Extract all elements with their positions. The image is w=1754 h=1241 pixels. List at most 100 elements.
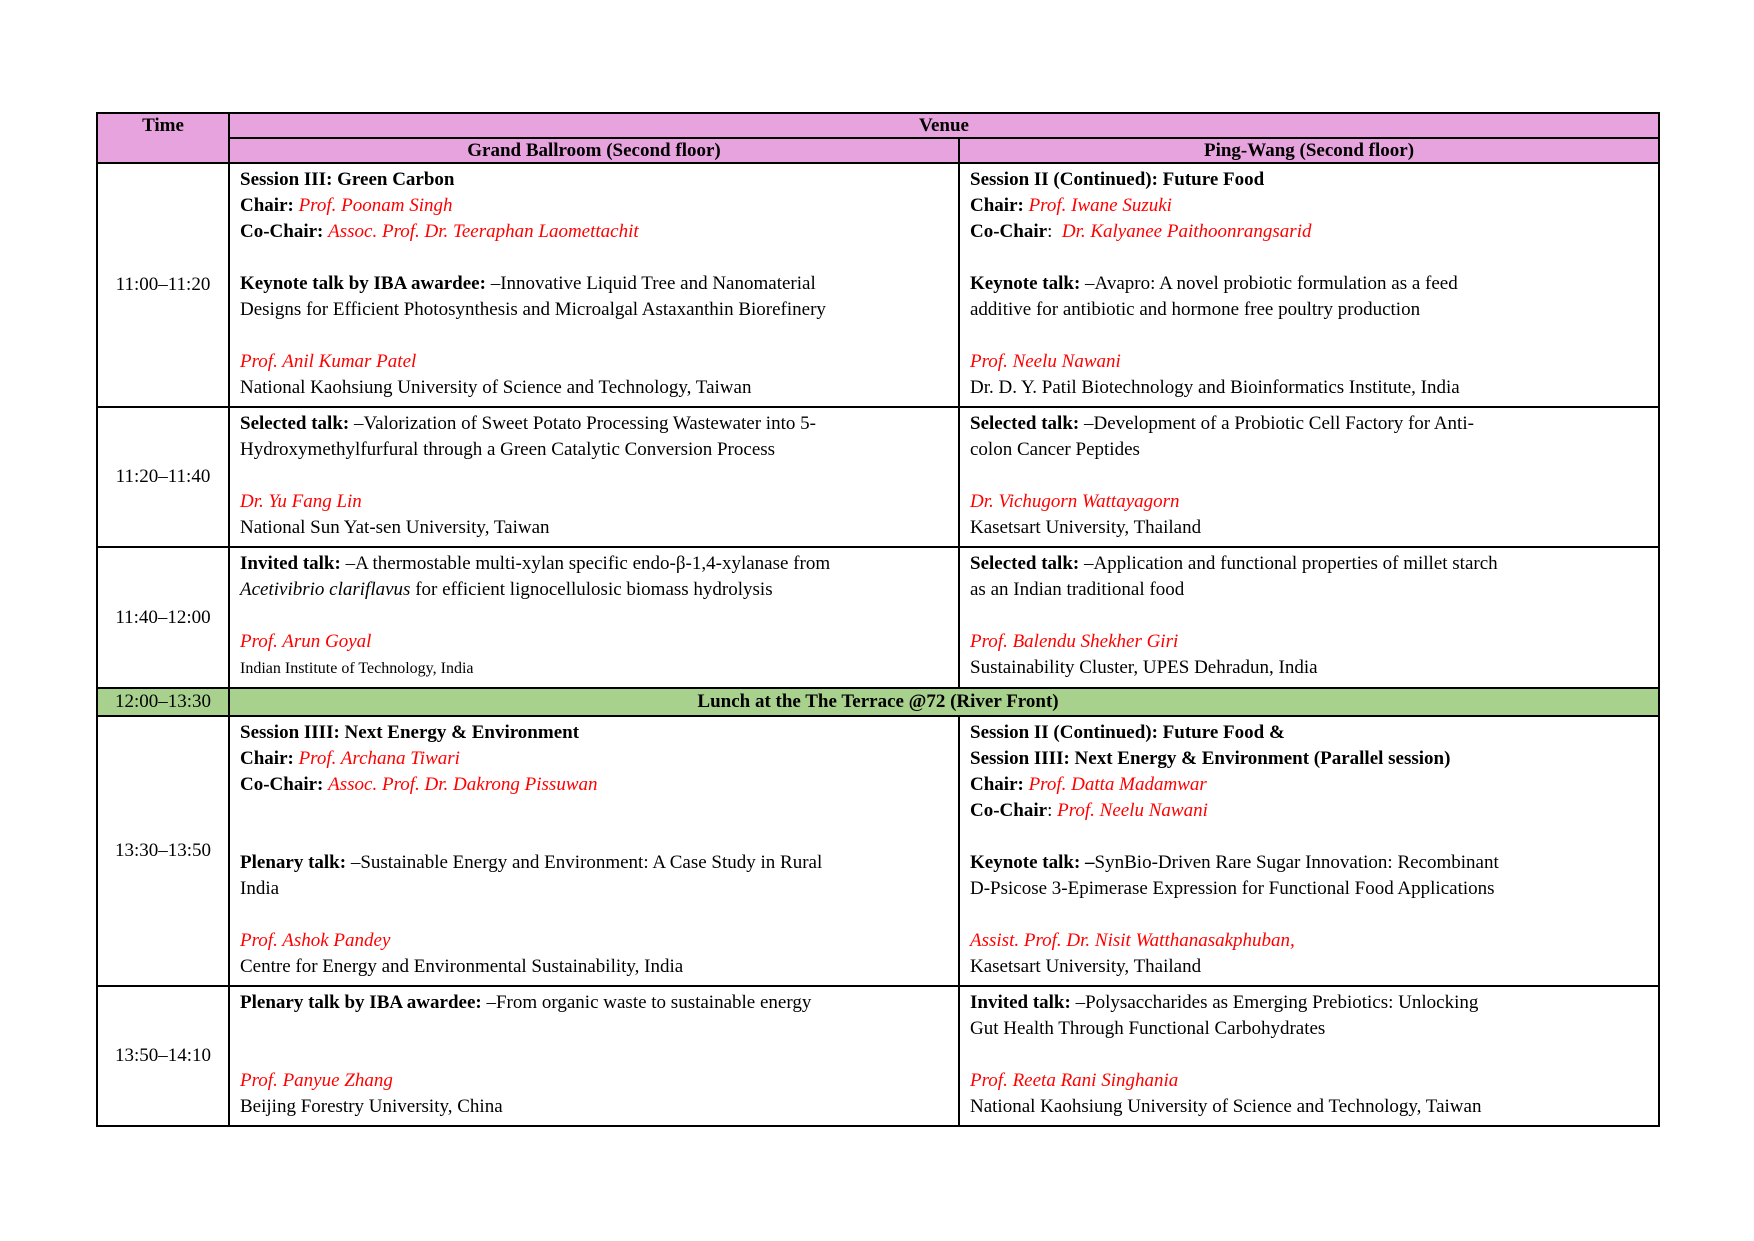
blank-line (970, 902, 1648, 928)
text-line: Plenary talk by IBA awardee: –From organ… (240, 990, 948, 1016)
regular-text: Kasetsart University, Thailand (970, 956, 1202, 977)
speaker-name-text: Assist. Prof. Dr. Nisit Watthanasakphuba… (970, 930, 1295, 951)
blank-line (970, 1042, 1648, 1068)
text-line: Co-Chair: Assoc. Prof. Dr. Teeraphan Lao… (240, 219, 948, 245)
ping-wang-cell: Selected talk: –Development of a Probiot… (957, 406, 1661, 548)
regular-text: as an Indian traditional food (970, 579, 1185, 600)
speaker-name-text: Prof. Iwane Suzuki (1028, 195, 1172, 216)
regular-text: Beijing Forestry University, China (240, 1096, 503, 1117)
regular-text: –Development of a Probiotic Cell Factory… (1083, 413, 1474, 434)
session-row: 13:50–14:10 Plenary talk by IBA awardee: … (96, 985, 1661, 1127)
conference-schedule-table: Time Venue Grand Ballroom (Second floor)… (96, 112, 1661, 1127)
text-line: Plenary talk: –Sustainable Energy and En… (240, 850, 948, 876)
text-line: Sustainability Cluster, UPES Dehradun, I… (970, 655, 1648, 681)
regular-text: National Kaohsiung University of Science… (970, 1096, 1482, 1117)
text-line: Chair: Prof. Iwane Suzuki (970, 193, 1648, 219)
blank-line (240, 245, 948, 271)
speaker-name-text: Prof. Arun Goyal (240, 631, 372, 652)
time-cell: 11:00–11:20 (96, 162, 230, 408)
grand-ballroom-cell: Plenary talk by IBA awardee: –From organ… (228, 985, 960, 1127)
regular-text: Hydroxymethylfurfural through a Green Ca… (240, 439, 776, 460)
regular-text: Designs for Efficient Photosynthesis and… (240, 299, 826, 320)
text-line: Co-Chair: Prof. Neelu Nawani (970, 798, 1648, 824)
session-row: 13:30–13:50 Session IIII: Next Energy & E… (96, 715, 1661, 987)
regular-text: Dr. D. Y. Patil Biotechnology and Bioinf… (970, 377, 1460, 398)
session-row: 11:20–11:40 Selected talk: –Valorization … (96, 406, 1661, 548)
regular-text: : (1047, 800, 1058, 821)
speaker-name-text: Dr. Kalyanee Paithoonrangsarid (1061, 221, 1312, 242)
bold-label-text: Keynote talk by IBA awardee: (240, 273, 491, 294)
text-line: Prof. Ashok Pandey (240, 928, 948, 954)
regular-text: –A thermostable multi-xylan specific end… (345, 553, 831, 574)
blank-line (970, 603, 1648, 629)
text-line: Dr. Yu Fang Lin (240, 489, 948, 515)
regular-text: Centre for Energy and Environmental Sust… (240, 956, 684, 977)
text-line: Prof. Neelu Nawani (970, 349, 1648, 375)
text-line: Assist. Prof. Dr. Nisit Watthanasakphuba… (970, 928, 1648, 954)
blank-line (970, 824, 1648, 850)
speaker-name-text: Prof. Neelu Nawani (1057, 800, 1208, 821)
text-line: Session IIII: Next Energy & Environment (240, 720, 948, 746)
bold-label-text: Selected talk: (970, 413, 1084, 434)
speaker-name-text: Prof. Anil Kumar Patel (240, 351, 417, 372)
bold-label-text: Keynote talk: – (970, 852, 1095, 873)
text-line: Hydroxymethylfurfural through a Green Ca… (240, 437, 948, 463)
text-line: Designs for Efficient Photosynthesis and… (240, 297, 948, 323)
text-line: Beijing Forestry University, China (240, 1094, 948, 1120)
text-line: additive for antibiotic and hormone free… (970, 297, 1648, 323)
bold-label-text: Invited talk: (240, 553, 346, 574)
header-row-rooms: Grand Ballroom (Second floor) Ping-Wang … (97, 137, 1661, 164)
regular-text: : (1047, 221, 1062, 242)
text-line: Session II (Continued): Future Food (970, 167, 1648, 193)
time-cell: 11:40–12:00 (96, 546, 230, 689)
text-line: D-Psicose 3-Epimerase Expression for Fun… (970, 876, 1648, 902)
speaker-name-text: Prof. Ashok Pandey (240, 930, 391, 951)
grand-ballroom-cell: Selected talk: –Valorization of Sweet Po… (228, 406, 960, 548)
text-line: Dr. D. Y. Patil Biotechnology and Bioinf… (970, 375, 1648, 401)
grand-ballroom-cell: Session III: Green Carbon Chair: Prof. Po… (228, 162, 960, 408)
bold-label-text: Session IIII: Next Energy & Environment (240, 722, 580, 743)
bold-label-text: Co-Chair (970, 800, 1048, 821)
regular-text: Gut Health Through Functional Carbohydra… (970, 1018, 1326, 1039)
bold-label-text: Session IIII: Next Energy & Environment … (970, 748, 1451, 769)
blank-line (240, 798, 948, 824)
speaker-name-text: Assoc. Prof. Dr. Dakrong Pissuwan (328, 774, 598, 795)
blank-line (240, 902, 948, 928)
blank-line (240, 603, 948, 629)
bold-label-text: Chair: (970, 195, 1029, 216)
italic-text: Acetivibrio clariflavus (240, 579, 411, 600)
text-line: Invited talk: –A thermostable multi-xyla… (240, 551, 948, 577)
speaker-name-text: Prof. Panyue Zhang (240, 1070, 393, 1091)
ping-wang-cell: Invited talk: –Polysaccharides as Emergi… (957, 985, 1661, 1127)
text-line: Session IIII: Next Energy & Environment … (970, 746, 1648, 772)
bold-label-text: Session III: Green Carbon (240, 169, 455, 190)
text-line: Invited talk: –Polysaccharides as Emergi… (970, 990, 1648, 1016)
text-line: Keynote talk: –SynBio-Driven Rare Sugar … (970, 850, 1648, 876)
regular-text: colon Cancer Peptides (970, 439, 1140, 460)
ping-wang-cell: Selected talk: –Application and function… (957, 546, 1661, 689)
text-line: colon Cancer Peptides (970, 437, 1648, 463)
time-cell: 13:50–14:10 (96, 985, 230, 1127)
schedule-body: 11:00–11:20 Session III: Green Carbon Chai… (96, 162, 1661, 1127)
text-line: Dr. Vichugorn Wattayagorn (970, 489, 1648, 515)
text-line: Selected talk: –Development of a Probiot… (970, 411, 1648, 437)
regular-text: –Avapro: A novel probiotic formulation a… (1085, 273, 1458, 294)
time-cell: 12:00–13:30 (96, 687, 230, 717)
regular-text: Sustainability Cluster, UPES Dehradun, I… (970, 657, 1318, 678)
blank-line (240, 1016, 948, 1042)
lunch-label-cell: Lunch at the The Terrace @72 (River Fron… (227, 687, 1661, 717)
ping-wang-cell: Session II (Continued): Future Food Chair… (957, 162, 1661, 408)
text-line: Prof. Anil Kumar Patel (240, 349, 948, 375)
blank-line (240, 1042, 948, 1068)
speaker-name-text: Prof. Poonam Singh (298, 195, 453, 216)
regular-text: SynBio-Driven Rare Sugar Innovation: Rec… (1094, 852, 1499, 873)
regular-text: –Innovative Liquid Tree and Nanomaterial (490, 273, 816, 294)
ping-wang-cell: Session II (Continued): Future Food & Ses… (957, 715, 1661, 987)
bold-label-text: Chair: (240, 748, 299, 769)
text-line: Kasetsart University, Thailand (970, 954, 1648, 980)
text-line: Keynote talk: –Avapro: A novel probiotic… (970, 271, 1648, 297)
blank-line (240, 463, 948, 489)
text-line: Acetivibrio clariflavus for efficient li… (240, 577, 948, 603)
text-line: Selected talk: –Application and function… (970, 551, 1648, 577)
bold-label-text: Chair: (970, 774, 1029, 795)
